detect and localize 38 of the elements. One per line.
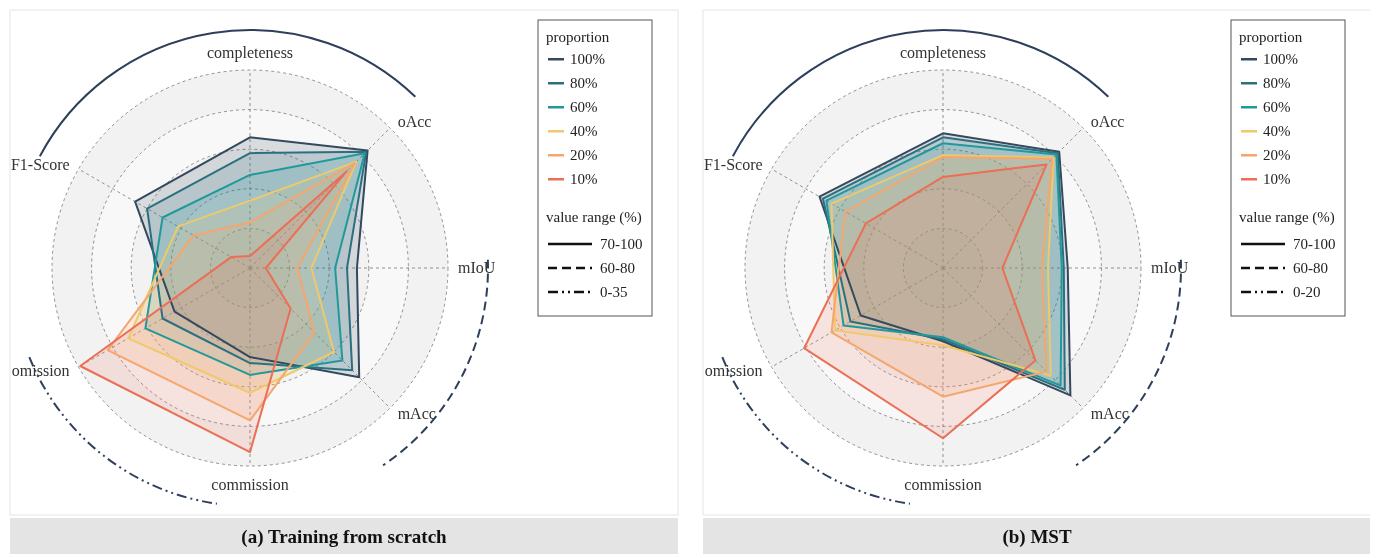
legend-label: 20% <box>570 147 598 163</box>
spoke-label: omission <box>704 362 763 379</box>
spoke-label: F1-Score <box>10 156 70 173</box>
text: 0-35 <box>600 284 628 300</box>
spoke-label: mAcc <box>397 404 436 422</box>
legend-label: 100% <box>570 51 605 67</box>
legend-label: 80% <box>570 75 598 91</box>
legend-title: proportion <box>1239 29 1303 45</box>
spoke-label: commission <box>211 476 289 493</box>
text: 60-80 <box>600 260 635 276</box>
text: value range (%) <box>546 209 642 226</box>
spoke-label: commission <box>904 476 982 493</box>
text: 70-100 <box>600 236 643 252</box>
spoke-label: oAcc <box>397 113 432 131</box>
spoke-label: mAcc <box>1090 404 1129 422</box>
spoke-label: omission <box>11 362 70 379</box>
legend-label: 60% <box>1263 99 1291 115</box>
legend-label: 80% <box>1263 75 1291 91</box>
text: (a) Training from scratch <box>241 526 448 548</box>
spoke-label: mIoU <box>458 259 496 276</box>
legend-label: 60% <box>570 99 598 115</box>
text: 60-80 <box>1293 260 1328 276</box>
legend-title: proportion <box>546 29 610 45</box>
legend-label: 10% <box>570 171 598 187</box>
legend-label: 20% <box>1263 147 1291 163</box>
spoke-label: completeness <box>899 44 987 62</box>
spoke-label: F1-Score <box>703 156 763 173</box>
spoke-label: mIoU <box>1151 259 1189 276</box>
legend-label: 40% <box>570 123 598 139</box>
text: 0-20 <box>1293 284 1321 300</box>
legend-label: 100% <box>1263 51 1298 67</box>
spoke-label: completeness <box>206 44 294 62</box>
legend-label: 40% <box>1263 123 1291 139</box>
text: (b) MST <box>1002 526 1072 548</box>
text: 70-100 <box>1293 236 1336 252</box>
text: value range (%) <box>1239 209 1335 226</box>
legend-label: 10% <box>1263 171 1291 187</box>
spoke-label: oAcc <box>1090 113 1125 131</box>
